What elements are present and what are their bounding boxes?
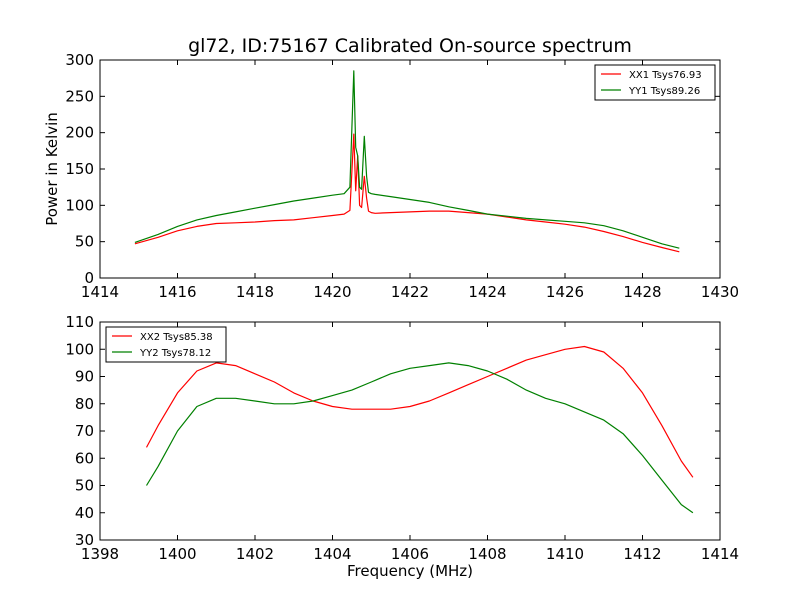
bottom-y-tick-label: 100 <box>65 340 94 358</box>
top-legend-label-xx1: XX1 Tsys76.93 <box>629 70 702 81</box>
top-series-group <box>134 70 680 253</box>
bottom-series-line-1 <box>145 345 694 478</box>
top-series-line-1 <box>134 133 680 253</box>
top-x-tick-label: 1418 <box>236 283 274 301</box>
bottom-legend-box <box>105 326 227 363</box>
bottom-x-tick-label: 1412 <box>623 545 661 563</box>
top-legend: XX1 Tsys76.93 YY1 Tsys89.26 <box>594 64 716 101</box>
bottom-y-tick-label: 40 <box>75 504 94 522</box>
top-y-tick-label: 250 <box>65 87 94 105</box>
bottom-y-tick-label: 70 <box>75 422 94 440</box>
top-x-ticks: 1414 1416 1418 1420 1422 1424 1426 1428 1430 <box>81 60 739 301</box>
bottom-x-tick-label: 1414 <box>701 545 739 563</box>
bottom-x-axis-label: Frequency (MHz) <box>347 562 473 580</box>
bottom-x-tick-label: 1400 <box>158 545 196 563</box>
top-y-tick-label: 200 <box>65 124 94 142</box>
bottom-x-tick-label: 1408 <box>468 545 506 563</box>
bottom-legend-label-xx2: XX2 Tsys85.38 <box>140 332 213 343</box>
top-x-tick-label: 1424 <box>468 283 506 301</box>
top-panel: 1414 1416 1418 1420 1422 1424 1426 1428 1430 0 50… <box>43 51 739 301</box>
bottom-y-tick-label: 110 <box>65 313 94 331</box>
bottom-y-tick-label: 80 <box>75 395 94 413</box>
top-x-tick-label: 1422 <box>391 283 429 301</box>
bottom-series-group <box>145 345 694 514</box>
bottom-y-tick-label: 30 <box>75 531 94 549</box>
bottom-y-tick-label: 50 <box>75 477 94 495</box>
top-y-tick-label: 50 <box>75 233 94 251</box>
top-x-tick-label: 1430 <box>701 283 739 301</box>
bottom-x-tick-label: 1402 <box>236 545 274 563</box>
top-y-ticks: 0 50 100 150 200 250 300 <box>65 51 720 287</box>
bottom-y-ticks: 30 40 50 60 70 80 90 100 110 <box>65 313 720 549</box>
top-x-tick-label: 1420 <box>313 283 351 301</box>
top-x-tick-label: 1426 <box>546 283 584 301</box>
bottom-panel: 1398 1400 1402 1404 1406 1408 1410 1412 1414 30 4… <box>65 313 739 580</box>
top-y-axis-label: Power in Kelvin <box>43 112 61 226</box>
bottom-legend: XX2 Tsys85.38 YY2 Tsys78.12 <box>105 326 227 363</box>
top-x-tick-label: 1414 <box>81 283 119 301</box>
top-y-tick-label: 150 <box>65 160 94 178</box>
top-series-line-2 <box>134 70 680 249</box>
top-x-tick-label: 1428 <box>623 283 661 301</box>
top-legend-box <box>594 64 716 101</box>
bottom-series-line-2 <box>145 362 694 514</box>
top-x-tick-label: 1416 <box>158 283 196 301</box>
top-y-tick-label: 300 <box>65 51 94 69</box>
top-y-tick-label: 0 <box>84 269 94 287</box>
bottom-x-tick-label: 1410 <box>546 545 584 563</box>
bottom-x-ticks: 1398 1400 1402 1404 1406 1408 1410 1412 1414 <box>81 322 739 563</box>
bottom-y-tick-label: 90 <box>75 368 94 386</box>
bottom-x-tick-label: 1404 <box>313 545 351 563</box>
bottom-x-tick-label: 1398 <box>81 545 119 563</box>
top-legend-label-yy1: YY1 Tsys89.26 <box>628 86 700 97</box>
bottom-x-tick-label: 1406 <box>391 545 429 563</box>
bottom-y-tick-label: 60 <box>75 449 94 467</box>
bottom-legend-label-yy2: YY2 Tsys78.12 <box>139 348 211 359</box>
top-y-tick-label: 100 <box>65 196 94 214</box>
chart-title: gl72, ID:75167 Calibrated On-source spec… <box>188 35 632 57</box>
